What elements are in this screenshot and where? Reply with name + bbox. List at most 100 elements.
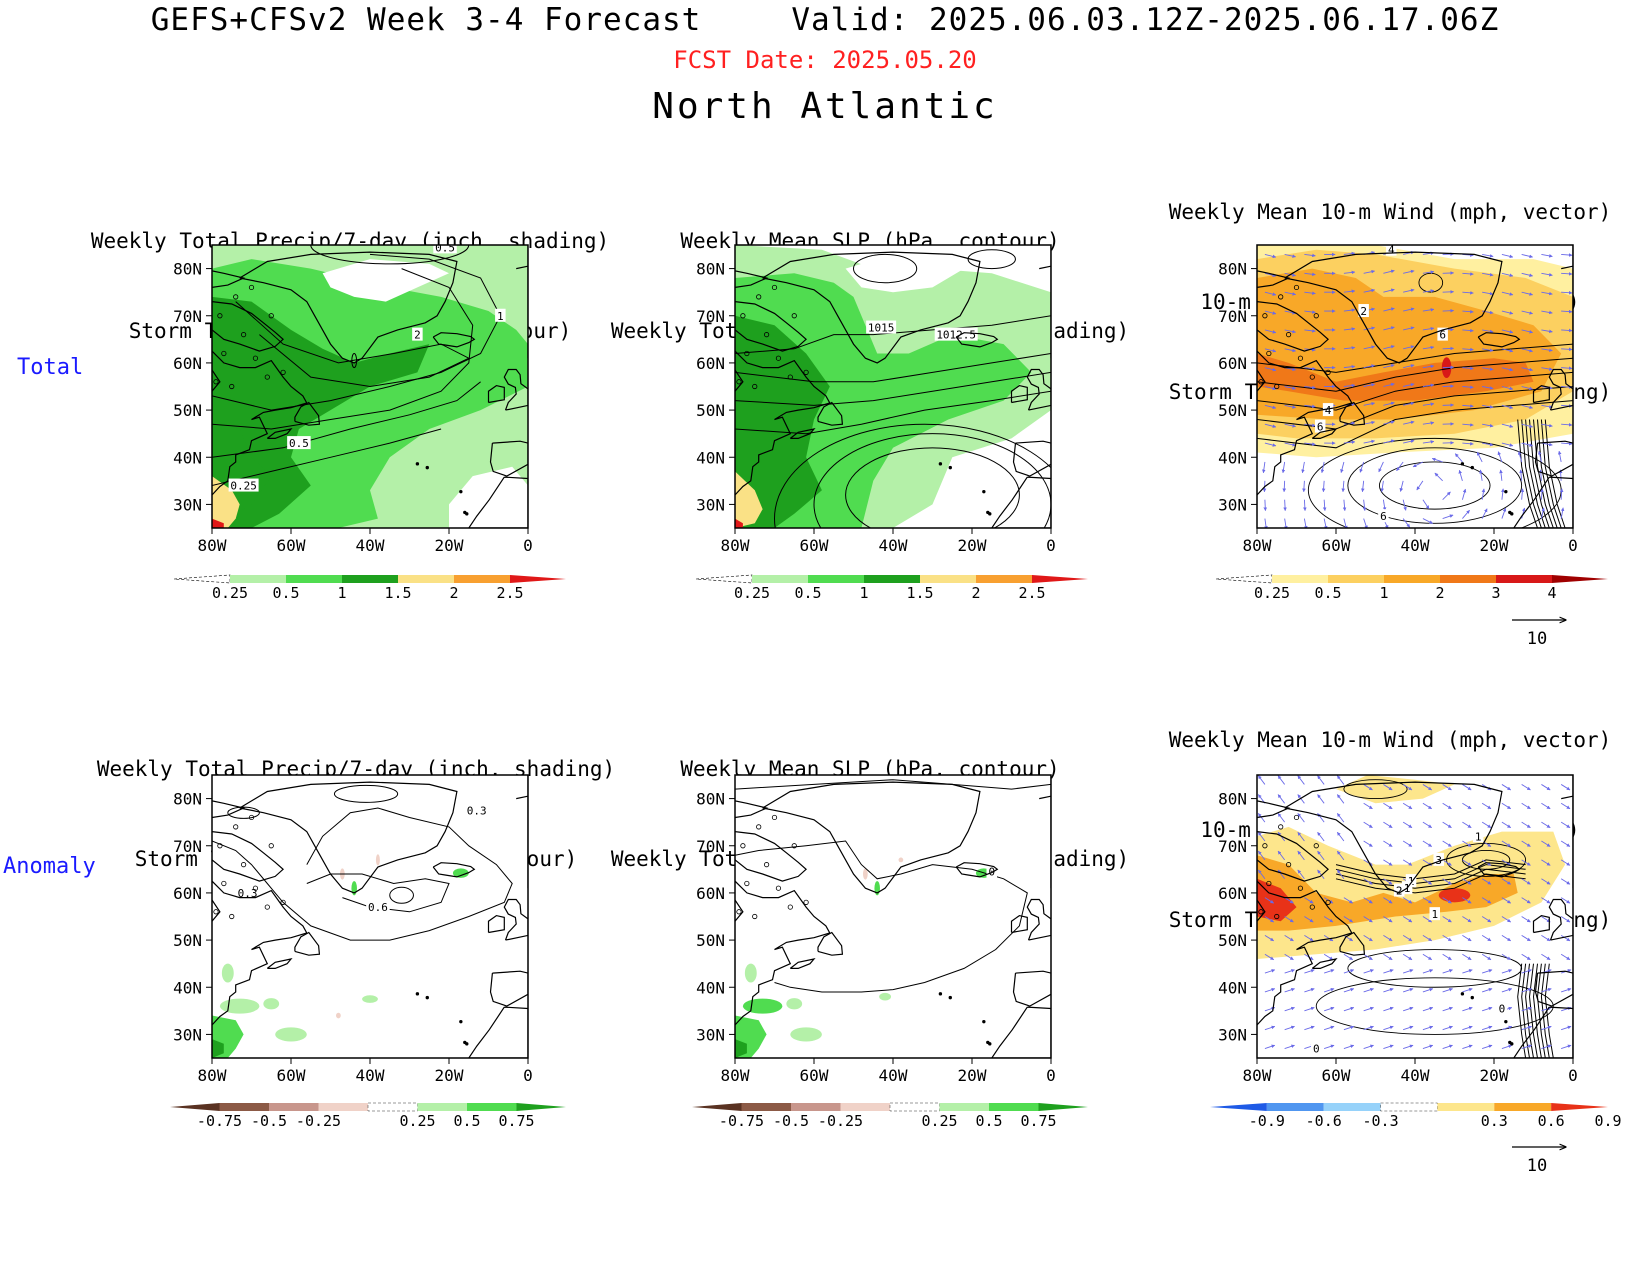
contour-label-bg bbox=[1429, 907, 1440, 921]
wind-vector bbox=[1422, 364, 1435, 369]
wind-vector bbox=[1336, 869, 1345, 880]
coastline-labrador bbox=[212, 350, 308, 496]
colorbar-end-right bbox=[1038, 1103, 1088, 1111]
wind-vector bbox=[1521, 329, 1534, 334]
wind-vector bbox=[1521, 253, 1534, 259]
wind-vector bbox=[1458, 469, 1463, 481]
island bbox=[1297, 885, 1304, 891]
wind-vector bbox=[1284, 423, 1297, 428]
contour-0.5 bbox=[212, 253, 501, 411]
colorbar-label: 0.5 bbox=[272, 584, 299, 602]
wind-vector bbox=[1380, 480, 1384, 493]
contour-label: 0.5 bbox=[289, 437, 309, 450]
island bbox=[756, 824, 762, 830]
wind-vector bbox=[1363, 420, 1376, 425]
contour-0.5b bbox=[212, 381, 481, 458]
wind-vector bbox=[1284, 1006, 1295, 1012]
map-panel-p6: 1312110080N70N60N50N40N30N80W60W40W20W0 bbox=[1218, 774, 1578, 1085]
wind-vector bbox=[1501, 821, 1512, 829]
colorbar-label: 1 bbox=[1379, 584, 1388, 602]
axes: 80N 70N 60N 50N 40N 30N 80W 60W 40W 20W 0 bbox=[696, 774, 1056, 1085]
wind-vector bbox=[1297, 850, 1305, 861]
wind-vector bbox=[1383, 953, 1393, 961]
lon-tick-label: 60W bbox=[1322, 536, 1351, 555]
map-content: 1015 1012.5 bbox=[735, 245, 1051, 528]
wind-vector bbox=[1343, 364, 1356, 369]
wind-vector bbox=[1541, 1025, 1552, 1031]
island bbox=[1278, 294, 1284, 300]
anom-shade-0.5 bbox=[452, 868, 469, 878]
wind-vector bbox=[1264, 916, 1275, 923]
lon-tick-label: 60W bbox=[800, 536, 829, 555]
wind-vector bbox=[1521, 1006, 1532, 1012]
contour-label: 6 bbox=[1317, 421, 1324, 434]
map-frame bbox=[734, 774, 1052, 1059]
coastline-newfoundland bbox=[294, 401, 321, 426]
wind-vector bbox=[1363, 802, 1373, 810]
wind-vector bbox=[1476, 451, 1483, 463]
contour-label: 0.5 bbox=[435, 241, 455, 254]
wind-vector bbox=[1482, 442, 1494, 447]
island bbox=[787, 904, 793, 910]
colorbar-end-right bbox=[1551, 1103, 1608, 1111]
colorbar-label: 0.9 bbox=[1594, 1112, 1621, 1130]
colorbar-swatch bbox=[1328, 575, 1384, 583]
wind-vector bbox=[1277, 794, 1286, 804]
wind-vector bbox=[1462, 291, 1474, 295]
colorbar-swatch bbox=[219, 1103, 269, 1111]
wind-vector bbox=[1521, 310, 1534, 315]
wind-vector bbox=[1561, 309, 1573, 314]
anom-bg bbox=[735, 775, 1051, 1058]
slp-1016 bbox=[735, 390, 1051, 435]
anom-shade-neg bbox=[375, 854, 380, 866]
wind-vector bbox=[1541, 386, 1553, 390]
map-frame bbox=[1256, 244, 1574, 529]
island bbox=[982, 1019, 986, 1024]
contour-label: 1 bbox=[497, 310, 504, 323]
island bbox=[425, 995, 429, 1000]
wind-contour-ring bbox=[1347, 447, 1523, 524]
island bbox=[1286, 332, 1292, 338]
wind-vector bbox=[1402, 840, 1413, 847]
wind-vector bbox=[1501, 802, 1512, 810]
wind-vector bbox=[1304, 442, 1316, 446]
wind-vector bbox=[1363, 859, 1373, 866]
wind-vector bbox=[1560, 840, 1571, 847]
colorbar-label: 2.5 bbox=[496, 584, 523, 602]
colorbar-swatch bbox=[1380, 1102, 1438, 1112]
colorbar-swatch bbox=[1496, 575, 1552, 583]
wind-vector bbox=[1422, 916, 1433, 923]
wind-vector bbox=[1383, 382, 1395, 387]
coastline-hudson bbox=[1257, 899, 1266, 922]
coastline-hudson bbox=[735, 369, 744, 392]
map-panel-p1: 0.5 1 2 0.5 0.25 80N 70N 60N 50N 40N 30N 80W 60W 40W 2… bbox=[173, 241, 533, 555]
colorbar-precip-total: 0.25 0.5 1 1.5 2 2.5 bbox=[173, 574, 566, 602]
colorbar-swatch bbox=[1384, 575, 1440, 583]
contour-label: 0 bbox=[1313, 1043, 1320, 1056]
wind-vector bbox=[1462, 272, 1474, 276]
colorbar-end-left bbox=[170, 1103, 220, 1111]
wind-vector bbox=[1284, 404, 1297, 409]
contour-label-bg bbox=[1322, 403, 1334, 417]
lat-tick-label: 70N bbox=[696, 307, 725, 326]
wind-anom-ring bbox=[1315, 977, 1554, 1035]
wind-vector bbox=[1383, 934, 1393, 942]
wind-vector bbox=[1382, 499, 1387, 511]
wind-vector bbox=[1324, 987, 1335, 993]
anom-shade-0.25 bbox=[275, 1027, 307, 1042]
wind-vector bbox=[1343, 440, 1356, 444]
wind-vector bbox=[1304, 1006, 1315, 1012]
wind-vector bbox=[1403, 1025, 1414, 1031]
colorbar-label: 0.5 bbox=[794, 584, 821, 602]
lon-tick-label: 0 bbox=[523, 536, 533, 555]
wind-vector bbox=[1383, 1044, 1394, 1049]
wind-vector bbox=[1383, 821, 1393, 829]
wind-vector bbox=[1442, 821, 1452, 829]
colorbar-end-right bbox=[1552, 575, 1608, 583]
lat-tick-label: 80N bbox=[696, 260, 725, 279]
colorbar-swatch bbox=[989, 1103, 1039, 1111]
wind-vector bbox=[1501, 367, 1514, 372]
wind-anom-contour bbox=[1335, 873, 1526, 894]
wind-vector bbox=[1284, 953, 1294, 961]
